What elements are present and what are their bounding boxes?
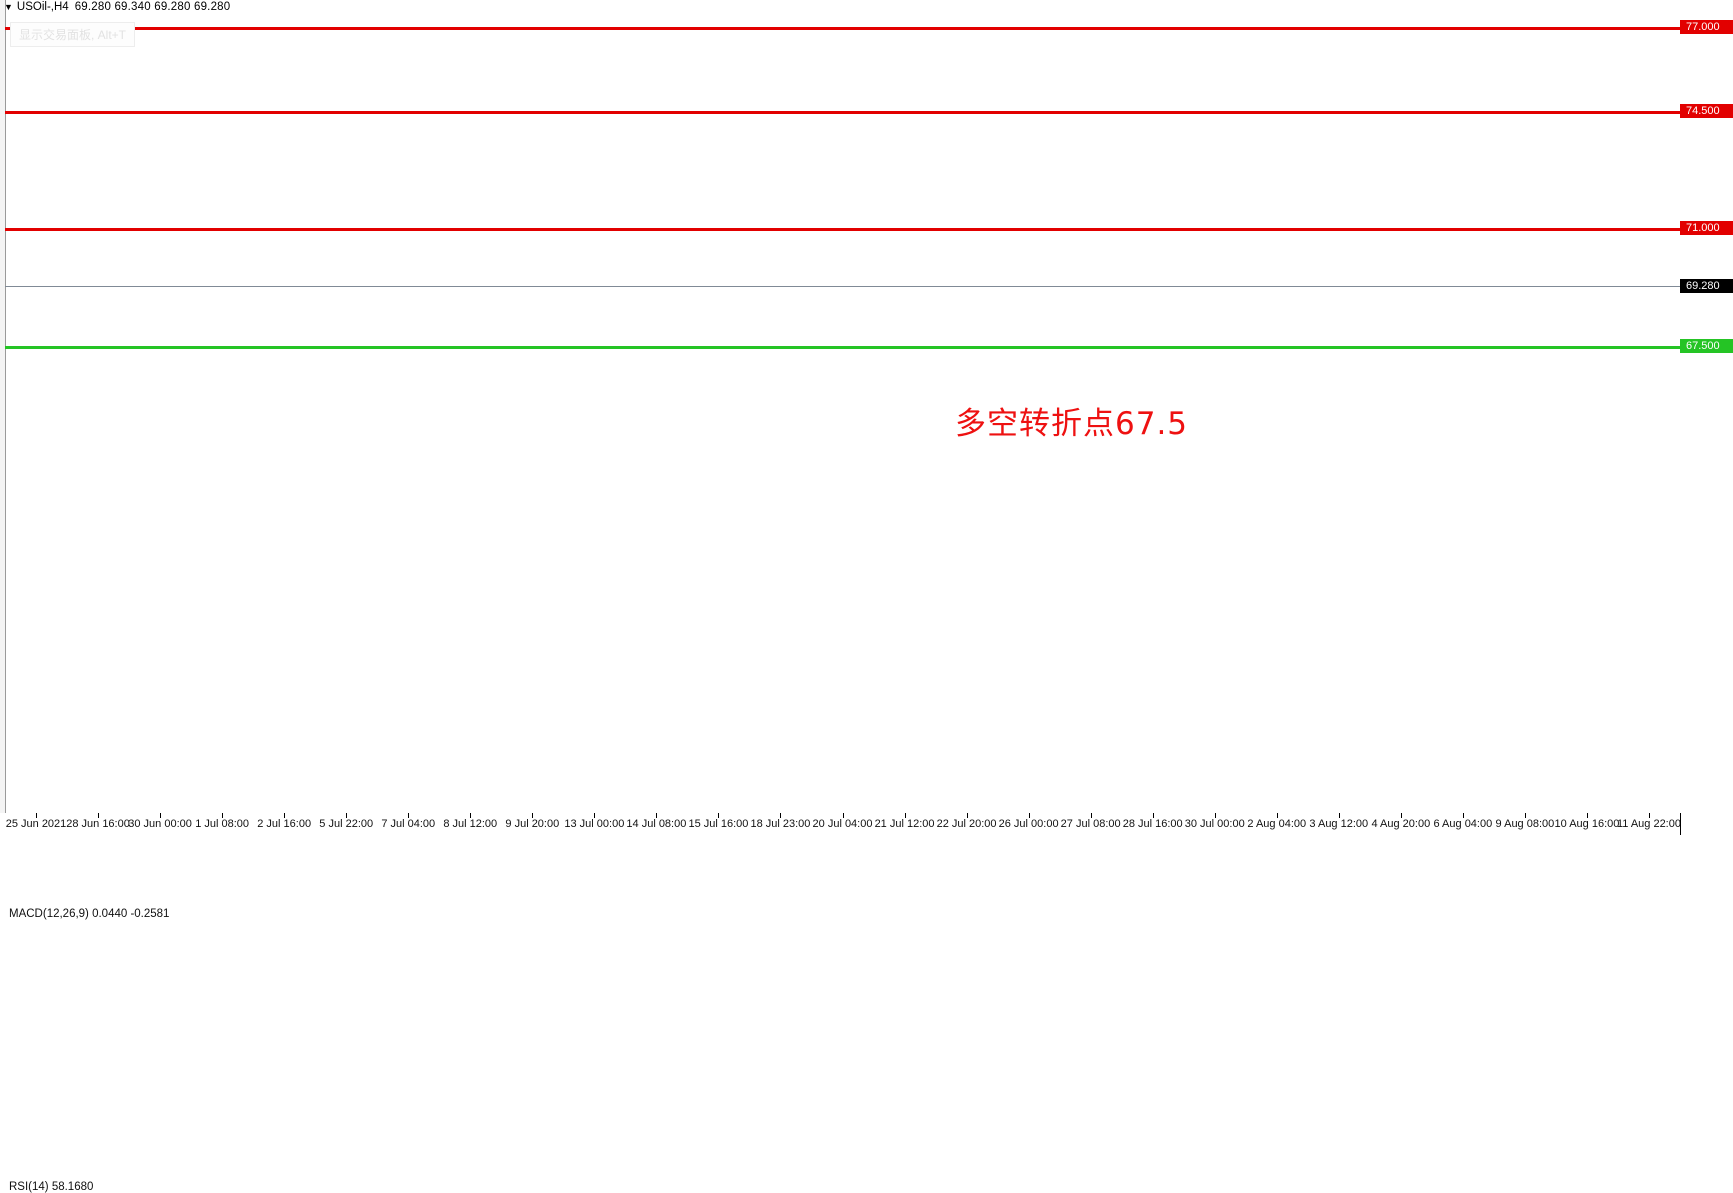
time-tick: [470, 813, 472, 818]
price-level-label[interactable]: 77.000: [1680, 19, 1733, 34]
time-tick: [1214, 813, 1216, 818]
time-tick: [1400, 813, 1402, 818]
time-tick: [904, 813, 906, 818]
time-tick-label: 1 Jul 08:00: [195, 818, 250, 830]
time-tick: [718, 813, 720, 818]
time-tick-label: 15 Jul 16:00: [688, 818, 749, 830]
time-tick: [1276, 813, 1278, 818]
time-tick: [284, 813, 286, 818]
symbol-header: ▼ USOil-,H4 69.280 69.340 69.280 69.280: [4, 1, 230, 13]
time-tick: [36, 813, 38, 818]
chart-annotation-text: 多空转折点67.5: [955, 406, 1189, 442]
price-level-line[interactable]: [5, 228, 1680, 232]
time-x-axis[interactable]: 25 Jun 2021 28 Jun 16:00 30 Jun 00:00 1 Jul…: [0, 813, 1733, 835]
time-tick-label: 30 Jun 00:00: [128, 818, 192, 830]
time-tick-label: 21 Jul 12:00: [874, 818, 935, 830]
time-tick: [1524, 813, 1526, 818]
time-tick: [1586, 813, 1588, 818]
rsi-title: RSI(14) 58.1680: [9, 1181, 94, 1193]
time-tick: [346, 813, 348, 818]
time-tick-label: 3 Aug 12:00: [1309, 818, 1369, 830]
price-level-label[interactable]: 69.280: [1680, 279, 1733, 294]
time-tick: [1338, 813, 1340, 818]
time-tick-label: 5 Jul 22:00: [319, 818, 374, 830]
price-level-line[interactable]: [5, 110, 1680, 114]
price-level-label[interactable]: 67.500: [1680, 338, 1733, 353]
time-tick: [780, 813, 782, 818]
time-tick-label: 20 Jul 04:00: [812, 818, 873, 830]
collapse-caret-icon[interactable]: ▼: [4, 2, 13, 12]
time-tick-label: 6 Aug 04:00: [1433, 818, 1493, 830]
time-tick-label: 9 Jul 20:00: [505, 818, 560, 830]
time-tick-label: 7 Jul 04:00: [381, 818, 436, 830]
price-level-line[interactable]: [5, 345, 1680, 349]
time-tick-label: 22 Jul 20:00: [936, 818, 997, 830]
trade-panel-tooltip: 显示交易面板, Alt+T: [10, 22, 136, 47]
time-tick: [1462, 813, 1464, 818]
time-tick-label: 26 Jul 00:00: [998, 818, 1059, 830]
time-tick-label: 2 Aug 04:00: [1247, 818, 1307, 830]
left-gutter[interactable]: [0, 0, 6, 835]
time-tick: [1648, 813, 1650, 818]
time-tick-label: 28 Jul 16:00: [1122, 818, 1183, 830]
macd-title: MACD(12,26,9) 0.0440 -0.2581: [9, 908, 170, 920]
time-tick-label: 14 Jul 08:00: [626, 818, 687, 830]
time-tick: [222, 813, 224, 818]
time-tick: [532, 813, 534, 818]
ohlc-values: 69.280 69.340 69.280 69.280: [74, 1, 231, 13]
time-tick: [594, 813, 596, 818]
price-level-line[interactable]: [5, 286, 1680, 288]
time-tick-label: 18 Jul 23:00: [750, 818, 811, 830]
time-tick: [408, 813, 410, 818]
time-tick: [1152, 813, 1154, 818]
price-level-label[interactable]: 71.000: [1680, 221, 1733, 236]
time-tick-label: 9 Aug 08:00: [1495, 818, 1555, 830]
time-tick: [1090, 813, 1092, 818]
time-tick: [160, 813, 162, 818]
time-tick-label: 10 Aug 16:00: [1554, 818, 1620, 830]
time-tick-label: 27 Jul 08:00: [1060, 818, 1121, 830]
time-tick-label: 28 Jun 16:00: [66, 818, 130, 830]
price-level-line[interactable]: [5, 26, 1680, 30]
time-tick-label: 8 Jul 12:00: [443, 818, 498, 830]
time-tick: [98, 813, 100, 818]
time-tick: [656, 813, 658, 818]
time-tick-label: 2 Jul 16:00: [257, 818, 312, 830]
time-tick: [842, 813, 844, 818]
time-tick: [966, 813, 968, 818]
time-tick-label: 4 Aug 20:00: [1371, 818, 1431, 830]
time-tick-label: 25 Jun 2021: [5, 818, 67, 830]
time-tick-label: 13 Jul 00:00: [564, 818, 625, 830]
time-tick-label: 30 Jul 00:00: [1184, 818, 1245, 830]
time-tick: [1028, 813, 1030, 818]
price-level-label[interactable]: 74.500: [1680, 103, 1733, 118]
symbol-label: USOil-,H4: [16, 1, 69, 13]
axis-corner: [1680, 813, 1733, 835]
time-tick-label: 11 Aug 22:00: [1616, 818, 1681, 830]
